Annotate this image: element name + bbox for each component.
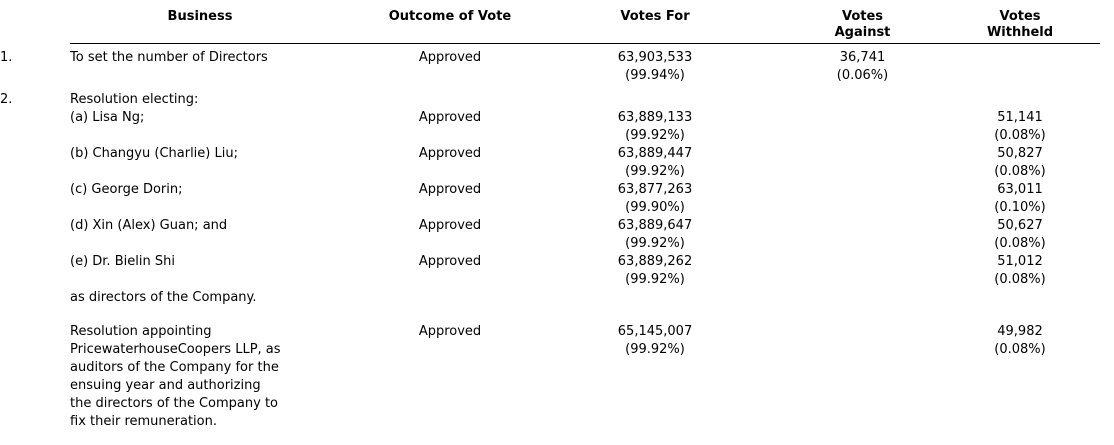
- table-row: (b) Changyu (Charlie) Liu; Approved 63,8…: [0, 145, 1100, 181]
- table-row: Resolution appointing PricewaterhouseCoo…: [0, 323, 1100, 431]
- voting-results-table: Business Outcome of Vote Votes For Votes…: [0, 0, 1100, 432]
- row-number: 1.: [0, 49, 13, 65]
- cell-votes-against: [785, 323, 940, 431]
- cell-outcome: [375, 289, 525, 323]
- cell-votes-against: 36,741 (0.06%): [836, 50, 889, 83]
- cell-outcome: Approved: [418, 50, 482, 65]
- row-number: [0, 253, 70, 289]
- cell-business: (c) George Dorin;: [70, 182, 183, 197]
- cell-business: (d) Xin (Alex) Guan; and: [70, 218, 228, 233]
- cell-votes-for: 63,889,447 (99.92%): [617, 146, 693, 179]
- cell-outcome: Approved: [418, 254, 482, 269]
- cell-business: Resolution appointing PricewaterhouseCoo…: [70, 324, 281, 429]
- table-header: Business Outcome of Vote Votes For Votes…: [0, 0, 1100, 44]
- cell-votes-withheld: 50,627 (0.08%): [994, 218, 1046, 251]
- header-outcome-of-vote: Outcome of Vote: [375, 0, 525, 44]
- table-row: (e) Dr. Bielin Shi Approved 63,889,262 (…: [0, 253, 1100, 289]
- table-row: as directors of the Company.: [0, 289, 1100, 323]
- cell-votes-withheld: 63,011 (0.10%): [994, 182, 1046, 215]
- cell-votes-against: [785, 289, 940, 323]
- table-row: (a) Lisa Ng; Approved 63,889,133 (99.92%…: [0, 109, 1100, 145]
- row-number: 2.: [0, 92, 13, 107]
- table-row: (c) George Dorin; Approved 63,877,263 (9…: [0, 181, 1100, 217]
- cell-business: as directors of the Company.: [70, 290, 257, 305]
- cell-outcome: Approved: [418, 324, 482, 339]
- cell-votes-withheld: [940, 289, 1100, 323]
- cell-outcome: Approved: [418, 182, 482, 197]
- cell-votes-withheld: 51,012 (0.08%): [994, 254, 1046, 287]
- table-row: 1. To set the number of Directors Approv…: [0, 44, 1100, 92]
- cell-votes-for: 63,889,133 (99.92%): [617, 110, 693, 143]
- cell-outcome: Approved: [418, 218, 482, 233]
- cell-votes-withheld: 50,827 (0.08%): [994, 146, 1046, 179]
- row-number: [0, 289, 70, 323]
- cell-votes-against: [785, 181, 940, 217]
- header-votes-withheld: Votes Withheld: [940, 0, 1100, 44]
- cell-business: (e) Dr. Bielin Shi: [70, 254, 175, 269]
- cell-business: (b) Changyu (Charlie) Liu;: [70, 146, 238, 161]
- row-number: [0, 323, 70, 431]
- cell-votes-for: 63,889,647 (99.92%): [617, 218, 693, 251]
- table-row: 2. Resolution electing:: [0, 91, 1100, 109]
- cell-business: (a) Lisa Ng;: [70, 110, 145, 125]
- cell-votes-withheld: [940, 44, 1100, 92]
- row-number: [0, 145, 70, 181]
- cell-votes-for: 63,903,533 (99.94%): [617, 50, 693, 83]
- header-row: Business Outcome of Vote Votes For Votes…: [0, 0, 1100, 44]
- cell-votes-for: 65,145,007 (99.92%): [617, 324, 693, 357]
- cell-business: To set the number of Directors: [70, 50, 268, 65]
- cell-outcome: Approved: [418, 146, 482, 161]
- cell-votes-withheld: 51,141 (0.08%): [994, 110, 1046, 143]
- cell-votes-for: [525, 91, 785, 109]
- cell-votes-withheld: 49,982 (0.08%): [994, 324, 1046, 357]
- row-number: [0, 181, 70, 217]
- cell-votes-against: [785, 109, 940, 145]
- cell-votes-for: 63,877,263 (99.90%): [617, 182, 693, 215]
- cell-votes-against: [785, 145, 940, 181]
- row-number: [0, 217, 70, 253]
- cell-outcome: Approved: [418, 110, 482, 125]
- cell-outcome: [375, 91, 525, 109]
- cell-votes-against: [785, 91, 940, 109]
- cell-business: Resolution electing:: [70, 92, 199, 107]
- cell-votes-against: [785, 253, 940, 289]
- table-body: 1. To set the number of Directors Approv…: [0, 44, 1100, 432]
- cell-votes-against: [785, 217, 940, 253]
- table-row: (d) Xin (Alex) Guan; and Approved 63,889…: [0, 217, 1100, 253]
- header-votes-for: Votes For: [525, 0, 785, 44]
- header-number-column: [0, 0, 70, 44]
- cell-votes-withheld: [940, 91, 1100, 109]
- header-votes-against: Votes Against: [785, 0, 940, 44]
- header-business: Business: [70, 0, 375, 44]
- row-number: [0, 109, 70, 145]
- cell-votes-for: 63,889,262 (99.92%): [617, 254, 693, 287]
- cell-votes-for: [525, 289, 785, 323]
